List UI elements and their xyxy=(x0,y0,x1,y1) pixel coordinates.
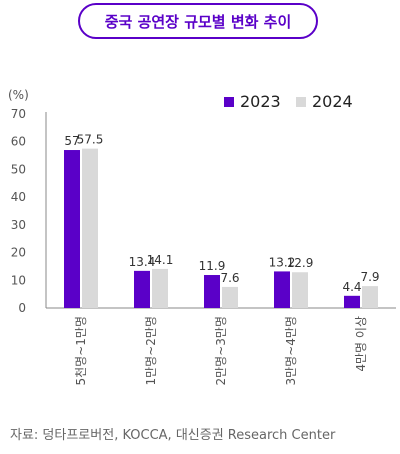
data-label-2023-1: 57 xyxy=(64,134,79,148)
legend-label-2023: 2023 xyxy=(240,92,281,111)
legend-label-2024: 2024 xyxy=(312,92,353,111)
bar-2023-5 xyxy=(344,295,360,308)
x-category-label: 1만명~2만명 xyxy=(144,316,158,386)
y-tick-label: 50 xyxy=(11,162,26,176)
bar-2023-4 xyxy=(274,271,290,308)
x-category-label: 2만명~3만명 xyxy=(214,316,228,386)
data-label-2023-5: 4.4 xyxy=(342,280,361,294)
bar-2024-2 xyxy=(152,268,168,308)
source-note: 자료: 덩타프로버전, KOCCA, 대신증권 Research Center xyxy=(10,428,336,443)
y-tick-label: 70 xyxy=(11,107,26,121)
y-tick-label: 10 xyxy=(11,273,26,287)
bar-2024-5 xyxy=(362,286,378,308)
x-category-label: 5천명~1만명 xyxy=(73,316,88,386)
data-label-2023-3: 11.9 xyxy=(199,259,226,273)
data-label-2024-3: 7.6 xyxy=(220,271,239,285)
chart-title: 중국 공연장 규모별 변화 추이 xyxy=(78,3,318,39)
bar-2023-3 xyxy=(204,275,220,308)
y-tick-label: 0 xyxy=(18,301,26,315)
bar-2024-3 xyxy=(222,286,238,308)
x-category-label: 3만명~4만명 xyxy=(284,316,298,386)
data-label-2024-4: 12.9 xyxy=(287,256,314,270)
data-label-2024-5: 7.9 xyxy=(360,270,379,284)
data-label-2023-4: 13.2 xyxy=(269,255,296,269)
bar-2024-1 xyxy=(82,148,98,308)
data-label-2024-2: 14.1 xyxy=(147,253,174,267)
bar-2024-4 xyxy=(292,272,308,308)
y-unit-label: (%) xyxy=(8,88,29,102)
legend-swatch-2023 xyxy=(224,97,234,107)
x-category-label: 4만명 이상 xyxy=(354,316,368,372)
bar-2023-2 xyxy=(134,270,150,308)
y-tick-label: 40 xyxy=(11,190,26,204)
data-label-2023-2: 13.4 xyxy=(129,255,156,269)
data-label-2024-1: 57.5 xyxy=(77,133,104,147)
y-tick-label: 60 xyxy=(11,135,26,149)
bar-2023-1 xyxy=(64,150,80,308)
y-tick-label: 30 xyxy=(11,218,26,232)
y-tick-label: 20 xyxy=(11,246,26,260)
legend-swatch-2024 xyxy=(296,97,306,107)
